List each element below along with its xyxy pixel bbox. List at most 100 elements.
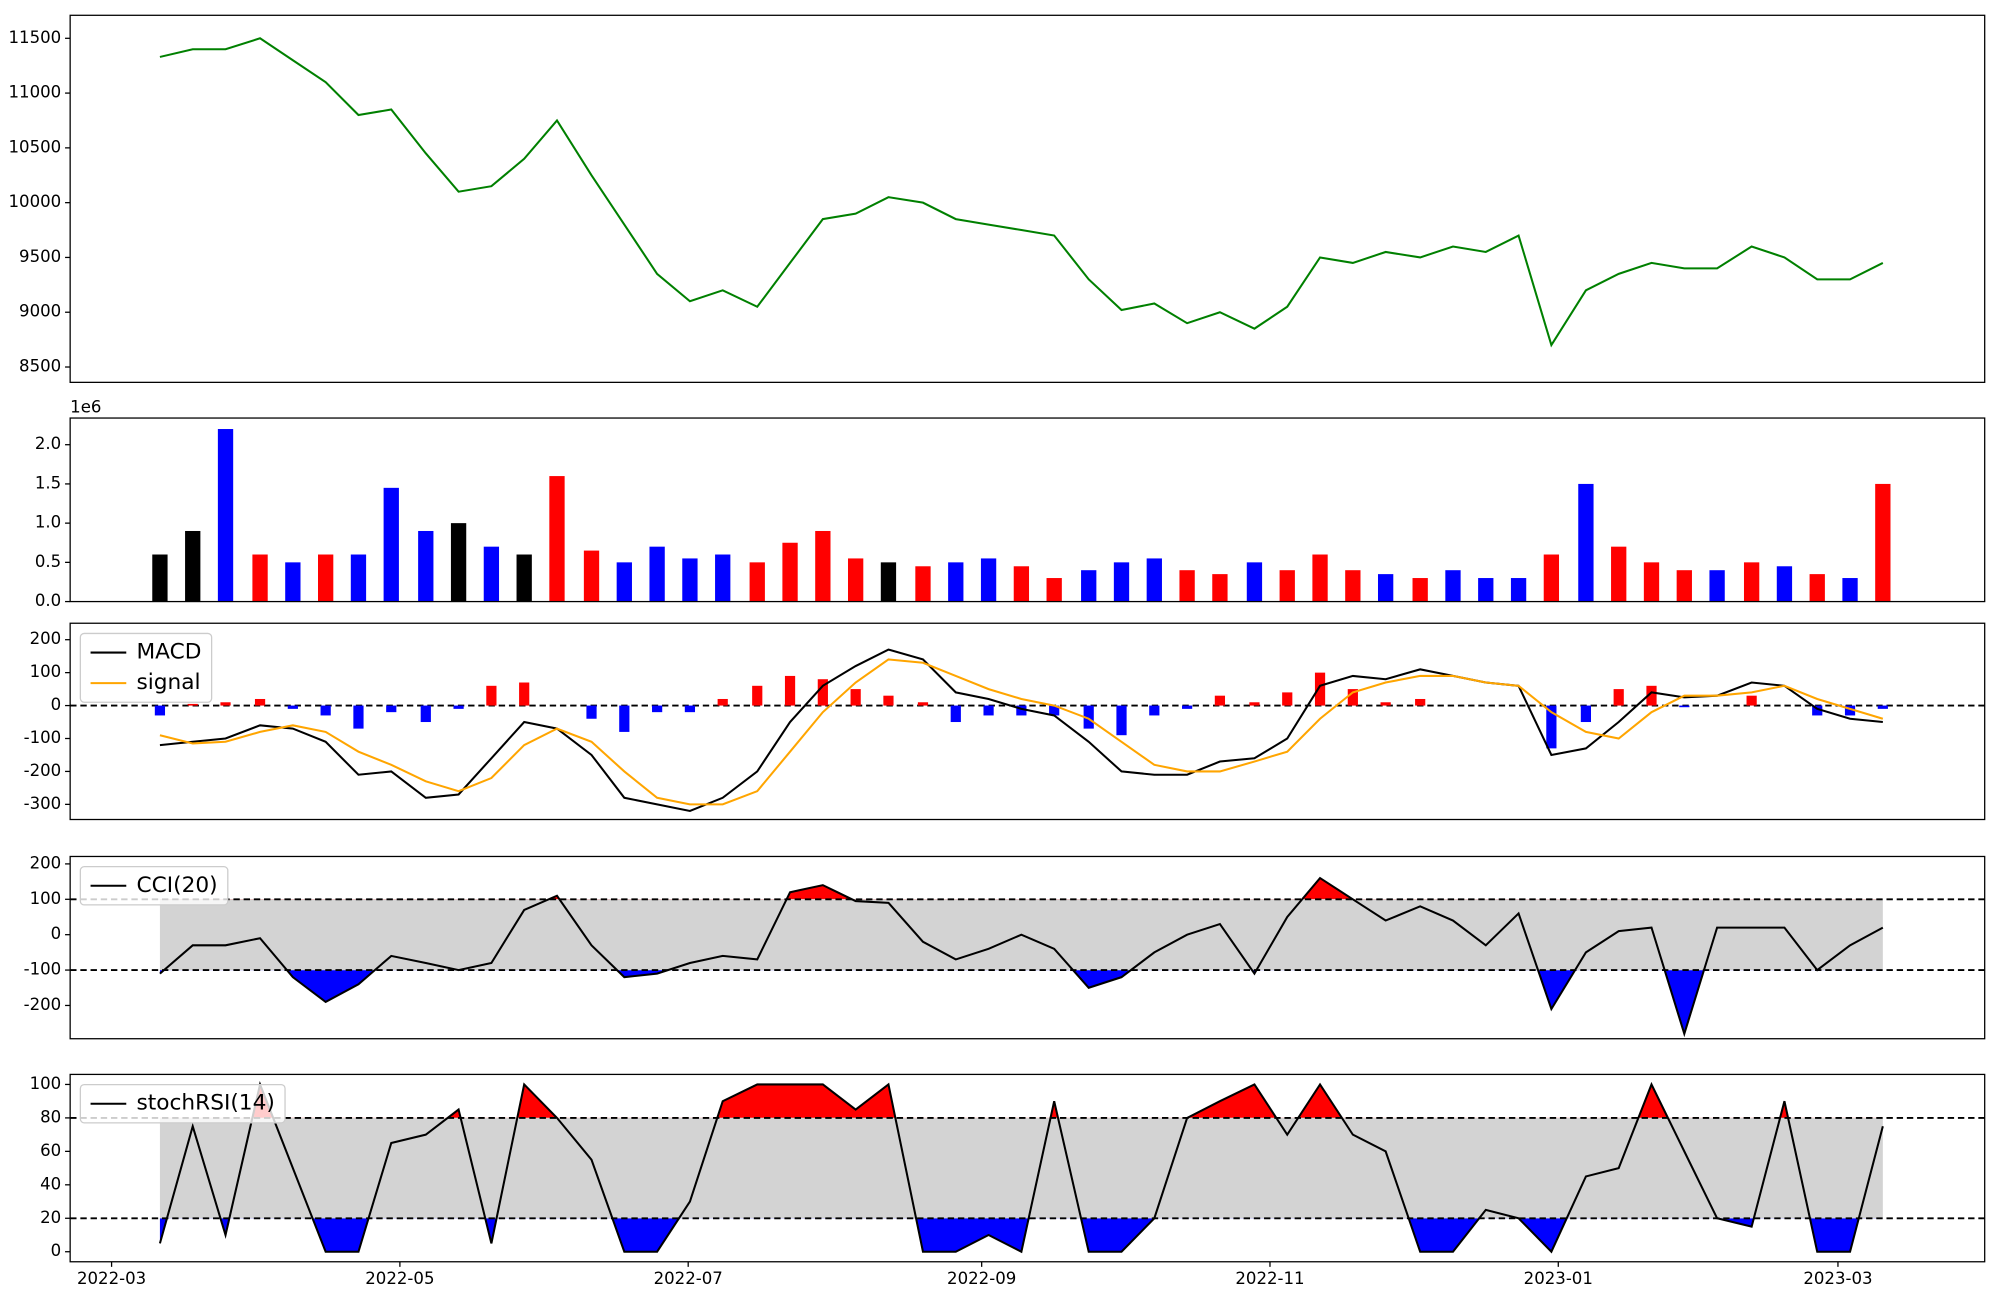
legend-label: CCI(20) xyxy=(136,873,217,898)
histogram-bar xyxy=(1249,702,1260,706)
legend-box xyxy=(79,866,229,906)
y-tick-label: 0 xyxy=(51,1241,62,1260)
volume-bar xyxy=(715,554,731,602)
histogram-bar xyxy=(420,705,431,723)
histogram-bar xyxy=(386,705,397,713)
volume-bar xyxy=(815,530,831,602)
volume-bar xyxy=(1842,578,1858,602)
histogram-bar xyxy=(1613,689,1624,706)
volume-bar xyxy=(1046,578,1062,602)
volume-bar xyxy=(782,542,798,602)
histogram-bar xyxy=(287,705,298,709)
y-tick-label: 200 xyxy=(30,853,62,872)
volume-bar xyxy=(1776,566,1793,602)
volume-bar xyxy=(1345,570,1361,602)
histogram-bar xyxy=(353,705,364,729)
volume-bar xyxy=(1578,483,1594,602)
volume-bar xyxy=(1611,546,1627,602)
histogram-bar xyxy=(883,695,894,706)
histogram-bar xyxy=(220,702,231,706)
volume-bar xyxy=(1643,562,1660,602)
volume-bar xyxy=(350,554,367,602)
legend-label: MACD xyxy=(136,640,201,665)
x-tick-label: 2023-01 xyxy=(1524,1269,1593,1288)
volume-bar xyxy=(915,566,931,602)
volume-bar xyxy=(1013,566,1030,602)
histogram-bar xyxy=(1182,705,1193,709)
histogram-bar xyxy=(1314,672,1326,706)
histogram-bar xyxy=(817,679,828,706)
legend-box xyxy=(79,632,213,703)
histogram-bar xyxy=(1347,689,1358,706)
lower-fill xyxy=(159,1218,1883,1252)
axes-frame xyxy=(69,14,1986,383)
y-tick-label: 11500 xyxy=(9,28,62,47)
volume-bar xyxy=(1246,562,1263,602)
histogram-bar xyxy=(1149,705,1160,716)
x-tick-label: 2022-11 xyxy=(1235,1269,1304,1288)
volume-bar xyxy=(1081,570,1097,602)
axes-frame xyxy=(69,855,1986,1040)
y-tick-label: 0.0 xyxy=(35,591,61,610)
line xyxy=(159,658,1884,806)
y-tick-label: -200 xyxy=(24,761,62,780)
line xyxy=(159,876,1884,1038)
panel: -200 -100 0 100 200 CCI(20) xyxy=(24,853,1986,1040)
axes-frame xyxy=(69,417,1986,603)
y-tick-label: 1.5 xyxy=(35,473,61,492)
histogram-bar xyxy=(187,703,198,706)
histogram-bar xyxy=(1049,705,1060,716)
y-tick-label: 200 xyxy=(30,629,62,648)
histogram-bar xyxy=(519,682,530,706)
histogram-bar xyxy=(254,698,266,706)
legend-box xyxy=(79,1083,286,1124)
y-tick-label: 0 xyxy=(51,695,62,714)
offset-text: 1e6 xyxy=(70,397,101,416)
volume-bar xyxy=(649,546,665,602)
y-tick-label: 20 xyxy=(40,1208,61,1227)
y-tick-label: 80 xyxy=(40,1107,61,1126)
histogram-bar xyxy=(850,689,861,706)
panel: 8500 9000 9500 10000 10500 11000 11500 xyxy=(9,14,1986,383)
level-band xyxy=(159,1117,1883,1219)
histogram-bar xyxy=(1083,705,1094,729)
histogram-bar xyxy=(154,705,166,716)
line xyxy=(159,37,1884,348)
y-tick-label: 100 xyxy=(30,889,62,908)
line xyxy=(159,648,1883,813)
histogram-bar xyxy=(1546,705,1557,749)
volume-bar xyxy=(880,562,897,602)
y-tick-label: 40 xyxy=(40,1174,61,1193)
histogram-bar xyxy=(1812,705,1823,716)
x-tick-label: 2022-03 xyxy=(77,1269,146,1288)
histogram-bar xyxy=(1746,695,1757,706)
volume-bar xyxy=(516,554,532,602)
y-tick-label: -100 xyxy=(24,960,62,979)
x-tick-label: 2022-07 xyxy=(654,1269,723,1288)
volume-bar xyxy=(549,476,565,602)
volume-bar xyxy=(1279,570,1295,602)
y-tick-label: 10500 xyxy=(9,137,62,156)
volume-bar xyxy=(252,554,268,602)
lower-fill xyxy=(159,970,1704,1034)
volume-bar xyxy=(1412,578,1428,602)
volume-bar xyxy=(1212,574,1228,602)
panel: 0 20 40 60 80 100 2022-03 2022-05 2022-07 2022-09… xyxy=(30,1073,1986,1288)
volume-bar xyxy=(1809,574,1825,602)
histogram-bar xyxy=(1380,702,1391,706)
volume-bar xyxy=(847,558,864,602)
volume-bar xyxy=(583,550,600,602)
y-tick-label: 11000 xyxy=(9,83,62,102)
volume-bar xyxy=(450,523,467,602)
volume-bar xyxy=(1676,570,1692,602)
histogram-bar xyxy=(950,705,961,723)
histogram-bar xyxy=(1646,685,1657,706)
volume-bar xyxy=(383,487,399,602)
volume-bar xyxy=(152,554,168,602)
histogram-bar xyxy=(1580,705,1592,723)
histogram-bar xyxy=(1415,698,1426,706)
x-tick-label: 2023-03 xyxy=(1803,1269,1872,1288)
volume-bar xyxy=(217,429,234,602)
